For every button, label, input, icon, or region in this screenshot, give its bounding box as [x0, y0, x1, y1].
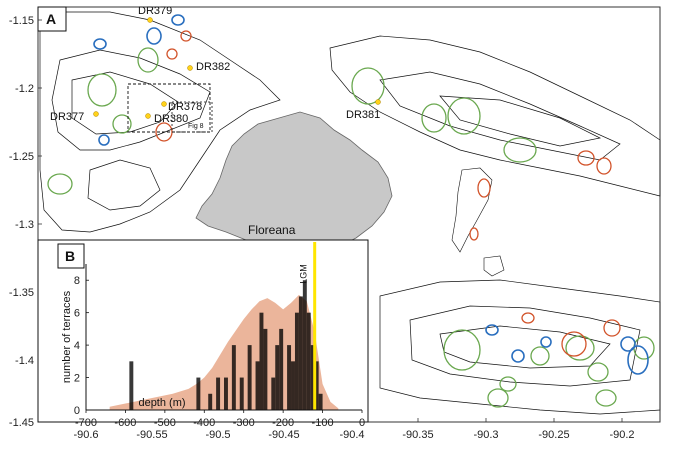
histogram-bar	[239, 377, 244, 410]
histogram-bar	[287, 345, 292, 410]
lon-tick-1: -90.6	[73, 429, 98, 441]
histogram-bar	[310, 345, 315, 410]
panel-b-label: B	[65, 248, 75, 264]
histogram-x-tick-label: -500	[154, 417, 176, 429]
histogram-bar	[247, 345, 252, 410]
histogram-bar	[129, 361, 134, 410]
histogram-bar	[298, 296, 303, 410]
histogram-bar	[224, 377, 228, 410]
histogram-bar	[216, 377, 221, 410]
histogram-bar	[255, 361, 260, 410]
lon-tick-8: -90.25	[538, 429, 569, 441]
histogram-x-tick-label: -300	[233, 417, 255, 429]
label-dr382: DR382	[196, 61, 230, 73]
histogram-bar	[231, 345, 236, 410]
histogram-chart: LGM -700 -600 -500 -400 -300 -200 -100 0 0 2 4 6 8num…	[61, 242, 365, 429]
histogram-bar	[314, 361, 319, 410]
lat-tick-1: -1.15	[9, 15, 34, 27]
histogram-y-tick-label: 0	[74, 405, 80, 417]
lat-tick-7: -1.45	[9, 417, 34, 429]
survey-swath-north-east	[329, 35, 661, 197]
histogram-xlabel: depth (m)	[138, 397, 185, 409]
lon-tick-9: -90.2	[609, 429, 634, 441]
histogram-x-tick-label: 0	[359, 417, 365, 429]
lat-tick-3: -1.25	[9, 151, 34, 163]
histogram-y-tick-label: 8	[74, 275, 80, 287]
fig8-inset-box	[127, 83, 211, 133]
histogram-x-tick-label: -700	[75, 417, 97, 429]
lgm-annotation: LGM	[299, 264, 309, 284]
lat-tick-6: -1.4	[15, 355, 34, 367]
survey-swath-middle	[451, 167, 505, 277]
histogram-bar	[291, 361, 295, 410]
histogram-bar	[208, 393, 213, 410]
label-dr380: DR380	[154, 113, 188, 125]
label-dr378: DR378	[168, 101, 202, 113]
histogram-x-tick-label: -400	[193, 417, 215, 429]
lat-tick-4: -1.3	[15, 219, 34, 231]
lon-tick-6: -90.35	[402, 429, 433, 441]
histogram-bar	[196, 377, 201, 410]
lon-tick-5: -90.4	[339, 429, 364, 441]
histogram-y-tick-label: 4	[74, 340, 80, 352]
lon-tick-3: -90.5	[205, 429, 230, 441]
histogram-bar	[306, 312, 311, 410]
lon-tick-4: -90.45	[268, 429, 299, 441]
island-label: Floreana	[248, 223, 296, 237]
lon-tick-2: -90.55	[136, 429, 167, 441]
blue-terraces	[93, 14, 649, 375]
panel-a-box	[37, 6, 67, 32]
histogram-bar	[263, 328, 268, 410]
histogram-bar	[279, 328, 284, 410]
dredge-markers	[93, 17, 381, 119]
green-terraces	[47, 47, 655, 408]
panel-a-label: A	[46, 11, 56, 27]
lon-tick-7: -90.3	[473, 429, 498, 441]
histogram-bar	[271, 377, 276, 410]
panel-b-box	[57, 243, 85, 269]
histogram-bar	[275, 345, 280, 410]
histogram-bar	[318, 393, 323, 410]
histogram-y-tick-label: 6	[74, 308, 80, 320]
fig8-inset-box-small	[171, 101, 213, 133]
histogram-bar	[294, 312, 299, 410]
histogram-x-tick-label: -600	[114, 417, 136, 429]
label-dr381: DR381	[346, 109, 380, 121]
lat-tick-5: -1.35	[9, 287, 34, 299]
histogram-bar	[259, 312, 264, 410]
survey-swath-northwest	[39, 11, 281, 233]
label-dr377: DR377	[50, 111, 84, 123]
fig8-label: Fig 8	[188, 123, 204, 130]
label-dr379: DR379	[138, 5, 172, 17]
histogram-x-tick-label: -100	[312, 417, 334, 429]
histogram-bar	[302, 280, 307, 410]
histogram-x-tick-label: -200	[272, 417, 294, 429]
histogram-ylabel: number of terraces	[61, 290, 73, 383]
lat-tick-2: -1.2	[15, 83, 34, 95]
red-terraces	[155, 30, 621, 357]
histogram-y-tick-label: 2	[74, 373, 80, 385]
